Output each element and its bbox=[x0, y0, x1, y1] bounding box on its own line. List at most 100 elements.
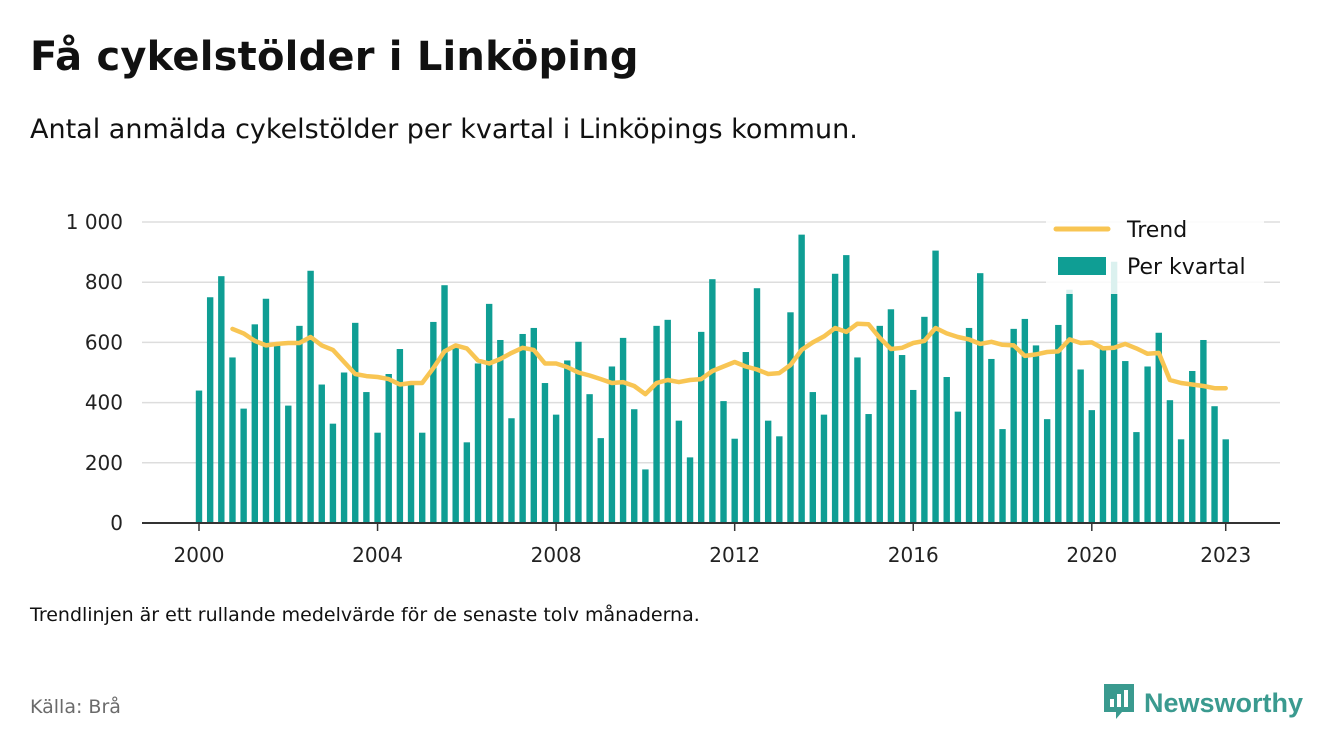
bar bbox=[441, 285, 448, 523]
x-tick-label: 2023 bbox=[1200, 543, 1251, 567]
bar bbox=[307, 270, 314, 523]
bar bbox=[552, 414, 560, 523]
bar bbox=[1211, 406, 1218, 523]
bar bbox=[1088, 410, 1095, 523]
bar bbox=[865, 414, 872, 523]
bar bbox=[764, 420, 772, 523]
legend-swatch-bars bbox=[1058, 257, 1106, 275]
bar bbox=[541, 383, 549, 523]
legend: Trend Per kvartal bbox=[1046, 212, 1264, 294]
bar bbox=[363, 392, 370, 523]
bar bbox=[329, 423, 337, 523]
bar bbox=[273, 345, 281, 523]
x-tick-label: 2012 bbox=[709, 543, 760, 567]
brand-name: Newsworthy bbox=[1144, 687, 1304, 718]
bar bbox=[452, 345, 459, 523]
bar bbox=[876, 325, 883, 523]
bar bbox=[653, 325, 660, 523]
bar bbox=[218, 276, 225, 523]
bar bbox=[1021, 318, 1029, 523]
bar bbox=[932, 250, 939, 523]
bar bbox=[965, 327, 973, 523]
bar bbox=[430, 321, 437, 523]
y-tick-label: 600 bbox=[85, 330, 123, 354]
bar bbox=[419, 432, 426, 523]
bar bbox=[742, 352, 750, 523]
bar bbox=[474, 363, 482, 523]
y-tick-label: 800 bbox=[85, 270, 123, 294]
bar bbox=[809, 392, 816, 523]
bar bbox=[564, 360, 571, 523]
bar bbox=[776, 436, 783, 523]
bar bbox=[988, 358, 995, 523]
bar bbox=[887, 309, 895, 523]
bar bbox=[195, 390, 203, 523]
legend-label-bars: Per kvartal bbox=[1127, 255, 1246, 280]
bar bbox=[485, 303, 493, 523]
bar bbox=[262, 298, 270, 523]
bar bbox=[352, 322, 359, 523]
bar bbox=[675, 420, 683, 523]
bar bbox=[910, 389, 917, 523]
bar bbox=[1043, 419, 1051, 523]
bar bbox=[206, 297, 214, 523]
x-tick-label: 2000 bbox=[174, 543, 225, 567]
bar bbox=[407, 381, 415, 523]
bar bbox=[1155, 332, 1162, 523]
bar bbox=[631, 409, 638, 523]
y-tick-label: 1 000 bbox=[66, 210, 123, 234]
bars bbox=[195, 234, 1229, 524]
legend-background bbox=[1046, 212, 1264, 294]
bar bbox=[497, 339, 504, 523]
bar bbox=[999, 429, 1006, 523]
bar bbox=[385, 374, 392, 523]
bar bbox=[820, 414, 828, 523]
bar bbox=[1189, 370, 1196, 523]
bar bbox=[664, 319, 671, 523]
bar bbox=[1110, 261, 1118, 523]
bar bbox=[318, 384, 325, 523]
bar bbox=[1122, 361, 1129, 523]
bar bbox=[1133, 432, 1140, 523]
bar bbox=[943, 377, 950, 523]
bar bbox=[898, 355, 906, 523]
bar bbox=[831, 273, 839, 523]
trend-line bbox=[230, 321, 1228, 397]
brand-logo[interactable]: Newsworthy bbox=[1102, 682, 1303, 724]
bar bbox=[396, 349, 404, 523]
bar bbox=[698, 331, 705, 523]
bar bbox=[1166, 400, 1174, 523]
bar bbox=[642, 469, 649, 523]
bar bbox=[954, 411, 962, 523]
bar bbox=[1010, 328, 1017, 523]
chart-title: Få cykelstölder i Linköping bbox=[30, 34, 639, 80]
bar bbox=[1077, 369, 1084, 523]
bar bbox=[686, 457, 694, 523]
legend-label-trend: Trend bbox=[1126, 218, 1187, 243]
newsworthy-logo-icon bbox=[1102, 682, 1136, 724]
bar bbox=[296, 325, 303, 523]
trend-layer bbox=[230, 321, 1228, 397]
bar bbox=[798, 234, 805, 523]
bar bbox=[1222, 439, 1229, 523]
bar bbox=[508, 418, 515, 523]
bar bbox=[1032, 345, 1040, 523]
bar bbox=[1066, 289, 1073, 523]
bar bbox=[530, 327, 537, 523]
bar bbox=[240, 408, 247, 523]
bar bbox=[1177, 439, 1185, 523]
axes: 0 200 400 600 800 1 000 2000 2004 2008 2012 2016 20… bbox=[66, 210, 1280, 567]
bar bbox=[720, 401, 727, 523]
bar bbox=[1200, 339, 1207, 523]
x-tick-label: 2008 bbox=[531, 543, 582, 567]
bar bbox=[1099, 348, 1107, 523]
y-tick-label: 200 bbox=[85, 451, 123, 475]
bar bbox=[854, 357, 861, 523]
bar bbox=[251, 324, 258, 523]
x-tick-label: 2016 bbox=[888, 543, 939, 567]
bar bbox=[977, 273, 984, 523]
bar bbox=[843, 255, 850, 524]
bar bbox=[709, 279, 716, 523]
bar bbox=[229, 357, 236, 523]
bar bbox=[340, 372, 348, 523]
